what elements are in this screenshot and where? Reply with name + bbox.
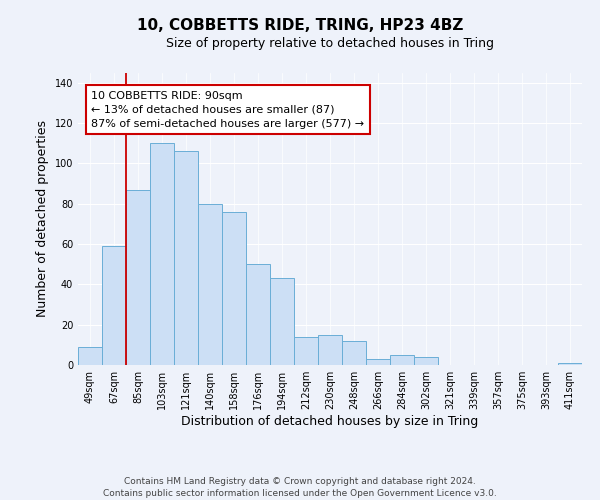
Bar [366, 359, 390, 365]
Bar [318, 334, 342, 365]
Bar [246, 264, 270, 365]
Text: 10 COBBETTS RIDE: 90sqm
← 13% of detached houses are smaller (87)
87% of semi-de: 10 COBBETTS RIDE: 90sqm ← 13% of detache… [91, 90, 364, 128]
Bar [174, 151, 198, 365]
Text: Contains HM Land Registry data © Crown copyright and database right 2024.
Contai: Contains HM Land Registry data © Crown c… [103, 476, 497, 498]
Bar [390, 355, 414, 365]
Bar [294, 337, 318, 365]
Bar [78, 347, 102, 365]
Text: 10, COBBETTS RIDE, TRING, HP23 4BZ: 10, COBBETTS RIDE, TRING, HP23 4BZ [137, 18, 463, 32]
Title: Size of property relative to detached houses in Tring: Size of property relative to detached ho… [166, 38, 494, 51]
Bar [126, 190, 150, 365]
Bar [270, 278, 294, 365]
Bar [558, 363, 582, 365]
Bar [198, 204, 222, 365]
Y-axis label: Number of detached properties: Number of detached properties [36, 120, 49, 318]
Bar [150, 143, 174, 365]
Bar [222, 212, 246, 365]
Bar [414, 357, 438, 365]
X-axis label: Distribution of detached houses by size in Tring: Distribution of detached houses by size … [181, 415, 479, 428]
Bar [342, 341, 366, 365]
Bar [102, 246, 126, 365]
